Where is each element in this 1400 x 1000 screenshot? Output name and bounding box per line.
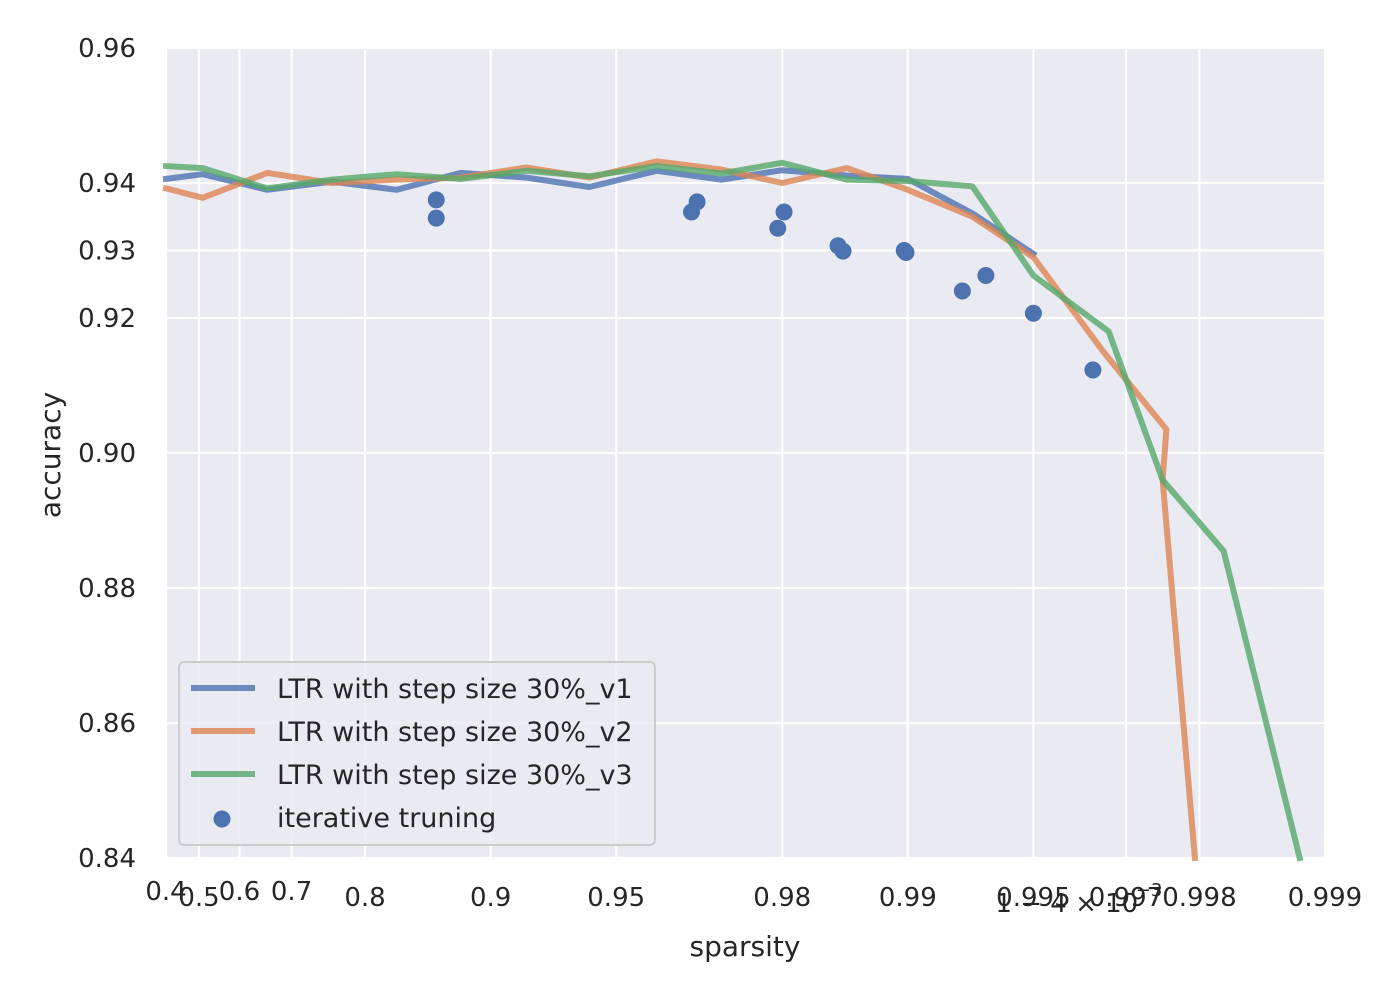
scatter-point bbox=[1024, 304, 1042, 322]
y-tick-label: 0.90 bbox=[78, 439, 136, 469]
x-tick-label: 0.7 bbox=[271, 877, 312, 907]
x-tick-label: 0.999 bbox=[1288, 883, 1362, 913]
legend-box bbox=[178, 661, 656, 846]
x-tick-label: 0.9 bbox=[470, 883, 511, 913]
y-tick-label: 0.94 bbox=[78, 169, 136, 199]
scatter-point bbox=[427, 191, 445, 209]
legend-label-v2: LTR with step size 30%_v2 bbox=[277, 717, 633, 748]
series-line-v3 bbox=[162, 159, 1304, 862]
x-tick-label: 0.99 bbox=[879, 883, 937, 913]
x-tick-label: 0.95 bbox=[587, 883, 645, 913]
scatter-point bbox=[977, 266, 995, 284]
x-minor-tick-exponent: −3 bbox=[1136, 880, 1163, 901]
scatter-point bbox=[1084, 361, 1102, 379]
x-tick-labels: 0.40.5 0.6 0.7 0.8 0.9 0.95 0.98 0.99 0.995 0.997… bbox=[145, 877, 1362, 919]
scatter-point bbox=[834, 242, 852, 260]
y-tick-labels: 0.84 0.86 0.88 0.90 0.92 0.93 0.94 0.96 bbox=[78, 34, 136, 874]
y-tick-label: 0.96 bbox=[78, 34, 136, 64]
y-axis-label: accuracy bbox=[34, 392, 67, 518]
x-tick-label: 0.997 bbox=[1089, 883, 1163, 913]
scatter-point bbox=[688, 193, 706, 211]
x-tick-label: 0.998 bbox=[1162, 883, 1236, 913]
y-tick-label: 0.88 bbox=[78, 574, 136, 604]
series-line-v2 bbox=[162, 158, 1199, 862]
x-minor-tick-label: 1 − 4 × 10 bbox=[995, 889, 1138, 919]
scatter-point bbox=[427, 209, 445, 227]
legend: LTR with step size 30%_v1 LTR with step s… bbox=[178, 661, 656, 846]
legend-label-v1: LTR with step size 30%_v1 bbox=[277, 674, 633, 705]
x-tick-label: 0.995 bbox=[996, 883, 1070, 913]
scatter-points bbox=[427, 191, 1102, 379]
x-tick-label: 0.6 bbox=[219, 877, 260, 907]
y-tick-label: 0.86 bbox=[78, 709, 136, 739]
x-tick-label: 0.5 bbox=[178, 883, 219, 913]
x-axis-label: sparsity bbox=[690, 930, 801, 963]
scatter-point bbox=[775, 203, 793, 221]
x-tick-label: 0.4 bbox=[145, 877, 186, 907]
y-tick-label: 0.92 bbox=[78, 304, 136, 334]
y-tick-label: 0.93 bbox=[78, 237, 136, 267]
y-tick-label: 0.84 bbox=[78, 844, 136, 874]
legend-label-v3: LTR with step size 30%_v3 bbox=[277, 760, 633, 791]
x-tick-label: 0.98 bbox=[753, 883, 811, 913]
scatter-point bbox=[953, 282, 971, 300]
series-lines bbox=[162, 158, 1304, 862]
scatter-point bbox=[897, 244, 915, 262]
x-tick-label: 0.8 bbox=[344, 883, 385, 913]
legend-marker-iterative bbox=[213, 810, 231, 828]
legend-label-iterative: iterative truning bbox=[277, 803, 496, 834]
scatter-point bbox=[769, 219, 787, 237]
